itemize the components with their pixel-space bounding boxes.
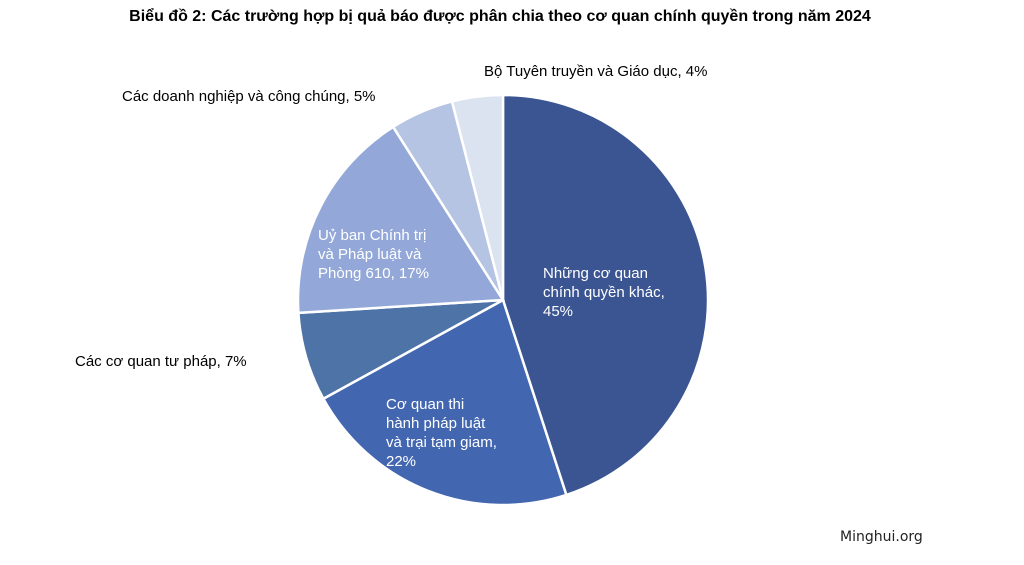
slice-label: Các cơ quan tư pháp, 7% <box>75 353 247 370</box>
slice-label-line: 45% <box>543 303 573 320</box>
slice-label: Bộ Tuyên truyền và Giáo dục, 4% <box>484 63 707 80</box>
slice-label: Cơ quan thi hành pháp luật và trại tạm gia… <box>386 396 497 470</box>
slice-label-line: và Pháp luật và <box>318 246 422 263</box>
slice-label: Các doanh nghiệp và công chúng, 5% <box>122 88 376 105</box>
pie-slice <box>321 298 568 507</box>
slice-label-line: Các cơ quan tư pháp, 7% <box>75 353 247 370</box>
slice-label-line: và trại tạm giam, <box>386 434 497 451</box>
slice-label: Uỷ ban Chính trị và Pháp luật và Phòng 610… <box>318 227 429 282</box>
slice-label-line: Uỷ ban Chính trị <box>318 227 426 244</box>
slice-label-line: Những cơ quan <box>543 265 648 282</box>
slice-label-line: hành pháp luật <box>386 415 486 432</box>
slice-label-line: Cơ quan thi <box>386 396 464 413</box>
pie-slice <box>296 125 506 315</box>
slice-label-line: Phòng 610, 17% <box>318 265 429 282</box>
slice-label-line: Các doanh nghiệp và công chúng, 5% <box>122 88 376 105</box>
slice-label: Những cơ quan chính quyền khác, 45% <box>543 265 665 320</box>
chart-title: Biểu đồ 2: Các trường hợp bị quả báo đượ… <box>129 8 871 25</box>
source-credit: Minghui.org <box>840 529 923 545</box>
pie-slice <box>450 93 505 301</box>
pie-slice <box>501 93 710 497</box>
slice-label-line: chính quyền khác, <box>543 284 665 301</box>
slice-label-line: Bộ Tuyên truyền và Giáo dục, 4% <box>484 63 707 80</box>
slice-label-line: 22% <box>386 453 416 470</box>
